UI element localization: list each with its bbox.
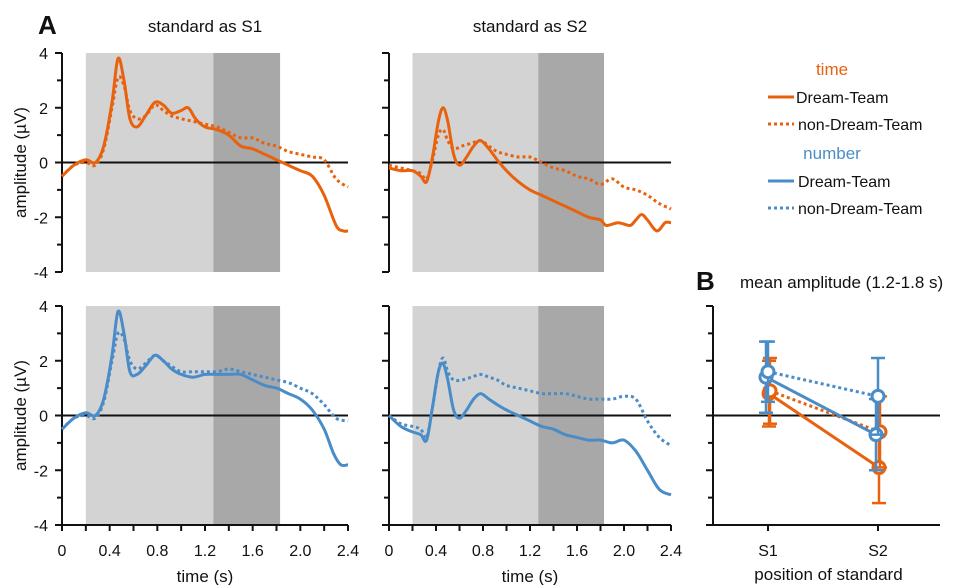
x-tick-label: 0.4 bbox=[99, 543, 121, 560]
erp-panel-4: 0 0.4 0.8 1.2 1.6 2.0 2.4 time (s) bbox=[382, 305, 682, 585]
panel-title: standard as S1 bbox=[148, 17, 262, 36]
x-tick-label: 2.0 bbox=[289, 543, 311, 560]
x-tick-label: S2 bbox=[868, 543, 888, 560]
mean-line-number bbox=[767, 370, 879, 398]
panel-letter-b: B bbox=[696, 266, 715, 296]
series-line-time-non-dream bbox=[388, 127, 672, 211]
erp-panel-3: 4 2 0 -2 -4 0 0.4 0.8 1.2 1.6 2.0 2.4 amplitude (µV)… bbox=[11, 299, 359, 585]
mean-line-time bbox=[769, 389, 881, 434]
x-tick-label: 2.0 bbox=[613, 543, 635, 560]
y-axis-label: amplitude (µV) bbox=[11, 360, 30, 471]
y-tick-label: 0 bbox=[39, 409, 48, 426]
y-tick-label: -2 bbox=[34, 463, 48, 480]
x-tick-label: 2.4 bbox=[660, 543, 682, 560]
mean-line-number bbox=[765, 375, 877, 436]
x-tick-label: 0 bbox=[58, 543, 67, 560]
series-line-number-dream bbox=[387, 361, 672, 497]
y-tick-label: 2 bbox=[39, 354, 48, 371]
legend-time-dream-label: Dream-Team bbox=[796, 90, 888, 107]
legend-time-nondream-label: non-Dream-Team bbox=[798, 117, 922, 134]
x-tick-label: 1.2 bbox=[519, 543, 541, 560]
series-line-number-dream bbox=[60, 309, 349, 468]
x-tick-label: 1.6 bbox=[566, 543, 588, 560]
y-tick-label: 0 bbox=[39, 156, 48, 173]
series-line-number-non-dream bbox=[388, 356, 672, 447]
x-tick-label: 1.6 bbox=[242, 543, 264, 560]
y-tick-label: -2 bbox=[34, 210, 48, 227]
y-axis-label: amplitude (µV) bbox=[11, 107, 30, 218]
series-line-number-non-dream bbox=[60, 330, 349, 431]
mean-line-time bbox=[768, 392, 880, 469]
x-tick-label: 0.8 bbox=[146, 543, 168, 560]
y-tick-label: 4 bbox=[39, 46, 48, 63]
erp-panel-2: standard as S2 bbox=[382, 17, 672, 273]
x-tick-label: 1.2 bbox=[194, 543, 216, 560]
legend-number-dream-label: Dream-Team bbox=[798, 174, 890, 191]
x-axis-label: position of standard bbox=[754, 565, 902, 584]
legend-number-nondream-label: non-Dream-Team bbox=[798, 201, 922, 218]
y-tick-label: -4 bbox=[34, 265, 48, 282]
y-tick-label: -4 bbox=[34, 518, 48, 535]
y-tick-label: 4 bbox=[39, 299, 48, 316]
x-tick-label: 0 bbox=[385, 543, 394, 560]
x-tick-label: S1 bbox=[758, 543, 778, 560]
mean-marker bbox=[870, 388, 886, 404]
legend: time Dream-Team non-Dream-Team number Dr… bbox=[768, 60, 922, 218]
panel-title: standard as S2 bbox=[473, 17, 587, 36]
legend-time-title: time bbox=[816, 60, 848, 79]
x-axis-label: time (s) bbox=[502, 567, 559, 585]
y-tick-label: 2 bbox=[39, 101, 48, 118]
mean-marker bbox=[760, 364, 776, 380]
panel-title: mean amplitude (1.2-1.8 s) bbox=[740, 273, 943, 292]
mean-amplitude-panel: mean amplitude (1.2-1.8 s) S1 S2 position o… bbox=[706, 273, 943, 584]
x-tick-label: 2.4 bbox=[337, 543, 359, 560]
x-tick-label: 0.8 bbox=[472, 543, 494, 560]
x-axis-label: time (s) bbox=[177, 567, 234, 585]
erp-panel-1: 4 2 0 -2 -4 standard as S1 amplitude (µV) bbox=[11, 17, 349, 282]
legend-number-title: number bbox=[803, 144, 861, 163]
panel-letter-a: A bbox=[38, 10, 57, 40]
series-line-time-non-dream bbox=[60, 75, 349, 189]
x-tick-label: 0.4 bbox=[425, 543, 447, 560]
series-line-time-dream bbox=[388, 106, 672, 233]
